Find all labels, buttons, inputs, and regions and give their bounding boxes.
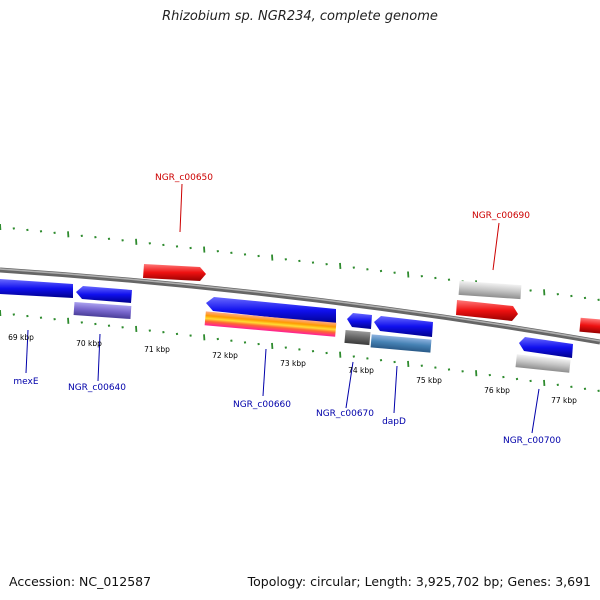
label-ngr-c00700[interactable]: NGR_c00700 [503,436,561,446]
inner-tick-track [0,309,600,392]
gene-ngr-c00650-arrow[interactable] [143,264,206,281]
kbp-label: 74 kbp [348,366,374,375]
gene-ngr-c00670-dark-bar[interactable] [344,329,371,346]
leader-dapd [393,365,398,414]
gene-ngr-c00700-pseudo-bar[interactable] [515,354,571,373]
leader-ngr-c00690 [492,222,500,271]
gene-ngr-c00700-arrow[interactable] [519,337,573,358]
gene-ngr-c00640-rna-bar[interactable] [73,302,132,320]
gene-ngr-c00670-arrow[interactable] [347,313,372,329]
genome-backbone-highlight [0,268,600,342]
gene-dapd-arrow[interactable] [374,316,433,337]
kbp-label: 76 kbp [484,386,510,395]
label-ngr-c00660[interactable]: NGR_c00660 [233,400,291,410]
label-dapd[interactable]: dapD [382,417,406,427]
label-ngr-c00690[interactable]: NGR_c00690 [472,211,530,221]
label-ngr-c00650[interactable]: NGR_c00650 [155,173,213,183]
kbp-label: 75 kbp [416,376,442,385]
kbp-label: 77 kbp [551,396,577,405]
leader-ngr-c00640 [97,333,101,382]
genome-backbone [0,267,600,345]
genome-summary-text: Topology: circular; Length: 3,925,702 bp… [247,574,591,589]
gene-next-forward-arrow[interactable] [579,317,600,335]
leader-ngr-c00700 [531,388,540,434]
label-ngr-c00640[interactable]: NGR_c00640 [68,383,126,393]
accession-text: Accession: NC_012587 [9,574,152,589]
kbp-label: 69 kbp [8,333,34,342]
gene-ngr-c00690-pseudo-bar[interactable] [458,280,522,300]
gene-dapd-steel-bar[interactable] [370,334,432,353]
genome-title: Rhizobium sp. NGR234, complete genome [162,9,438,24]
gene-mexe-arrow[interactable] [0,279,73,298]
gene-ngr-c00690-arrow[interactable] [456,300,518,321]
kbp-label: 71 kbp [144,345,170,354]
kbp-label: 70 kbp [76,339,102,348]
gene-ngr-c00660-multi-bar[interactable] [204,311,337,337]
kbp-label: 73 kbp [280,359,306,368]
gene-ngr-c00640-arrow[interactable] [76,286,132,303]
leader-ngr-c00660 [262,348,267,397]
label-mexe[interactable]: mexE [13,377,38,387]
leader-ngr-c00650 [179,183,183,233]
leader-mexe [25,329,29,374]
label-ngr-c00670[interactable]: NGR_c00670 [316,409,374,419]
kbp-label: 72 kbp [212,351,238,360]
leader-ngr-c00670 [345,361,354,409]
gene-ngr-c00660-arrow[interactable] [206,297,336,324]
